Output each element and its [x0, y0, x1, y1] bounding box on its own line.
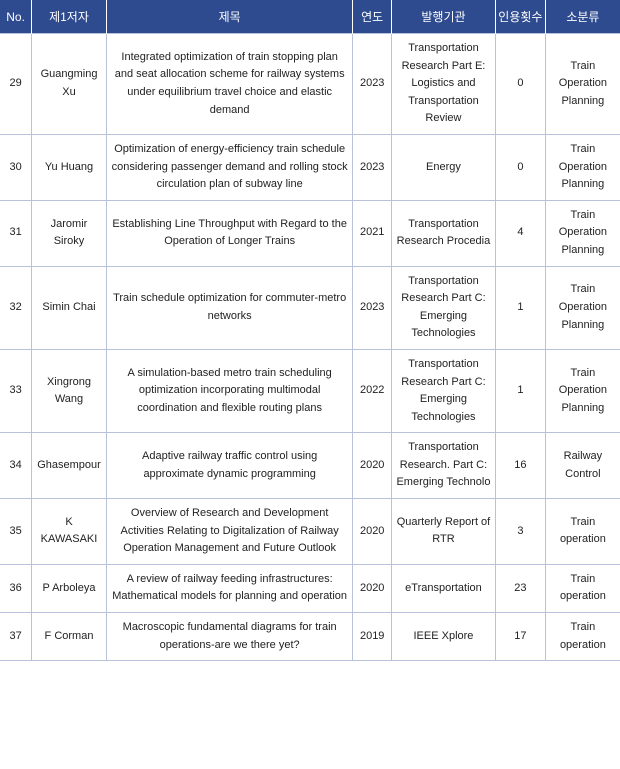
- header-author: 제1저자: [32, 0, 107, 34]
- cell-author: Yu Huang: [32, 134, 107, 200]
- cell-publisher: Quarterly Report of RTR: [391, 499, 495, 565]
- cell-year: 2023: [353, 266, 391, 349]
- table-row: 33 Xingrong Wang A simulation-based metr…: [0, 349, 620, 432]
- cell-subcat: Train Operation Planning: [545, 34, 620, 135]
- table-row: 32 Simin Chai Train schedule optimizatio…: [0, 266, 620, 349]
- header-subcat: 소분류: [545, 0, 620, 34]
- cell-no: 35: [0, 499, 32, 565]
- cell-author: Simin Chai: [32, 266, 107, 349]
- cell-year: 2020: [353, 564, 391, 612]
- cell-author: Jaromir Siroky: [32, 200, 107, 266]
- cell-subcat: Train Operation Planning: [545, 200, 620, 266]
- cell-no: 34: [0, 433, 32, 499]
- cell-year: 2023: [353, 134, 391, 200]
- table-row: 37 F Corman Macroscopic fundamental diag…: [0, 613, 620, 661]
- cell-publisher: Transportation Research Procedia: [391, 200, 495, 266]
- cell-no: 30: [0, 134, 32, 200]
- cell-author: Ghasempour: [32, 433, 107, 499]
- cell-no: 37: [0, 613, 32, 661]
- header-title: 제목: [106, 0, 353, 34]
- cell-title: Adaptive railway traffic control using a…: [106, 433, 353, 499]
- table-row: 31 Jaromir Siroky Establishing Line Thro…: [0, 200, 620, 266]
- cell-title: Integrated optimization of train stoppin…: [106, 34, 353, 135]
- cell-no: 29: [0, 34, 32, 135]
- cell-year: 2020: [353, 433, 391, 499]
- cell-title: Train schedule optimization for commuter…: [106, 266, 353, 349]
- cell-publisher: eTransportation: [391, 564, 495, 612]
- cell-year: 2019: [353, 613, 391, 661]
- header-publisher: 발행기관: [391, 0, 495, 34]
- cell-subcat: Railway Control: [545, 433, 620, 499]
- cell-citations: 1: [496, 349, 546, 432]
- cell-year: 2022: [353, 349, 391, 432]
- cell-subcat: Train Operation Planning: [545, 134, 620, 200]
- cell-publisher: Transportation Research. Part C: Emergin…: [391, 433, 495, 499]
- cell-year: 2020: [353, 499, 391, 565]
- cell-publisher: Energy: [391, 134, 495, 200]
- header-year: 연도: [353, 0, 391, 34]
- cell-author: K KAWASAKI: [32, 499, 107, 565]
- table-row: 36 P Arboleya A review of railway feedin…: [0, 564, 620, 612]
- cell-title: A simulation-based metro train schedulin…: [106, 349, 353, 432]
- cell-title: Establishing Line Throughput with Regard…: [106, 200, 353, 266]
- cell-citations: 3: [496, 499, 546, 565]
- cell-subcat: Train operation: [545, 613, 620, 661]
- cell-publisher: Transportation Research Part C: Emerging…: [391, 349, 495, 432]
- cell-citations: 0: [496, 134, 546, 200]
- cell-author: Guangming Xu: [32, 34, 107, 135]
- cell-citations: 1: [496, 266, 546, 349]
- header-citations: 인용횟수: [496, 0, 546, 34]
- cell-citations: 0: [496, 34, 546, 135]
- cell-author: P Arboleya: [32, 564, 107, 612]
- cell-year: 2023: [353, 34, 391, 135]
- cell-citations: 4: [496, 200, 546, 266]
- cell-no: 36: [0, 564, 32, 612]
- cell-no: 32: [0, 266, 32, 349]
- cell-publisher: Transportation Research Part E: Logistic…: [391, 34, 495, 135]
- cell-year: 2021: [353, 200, 391, 266]
- table-row: 30 Yu Huang Optimization of energy-effic…: [0, 134, 620, 200]
- cell-publisher: IEEE Xplore: [391, 613, 495, 661]
- papers-table: No. 제1저자 제목 연도 발행기관 인용횟수 소분류 29 Guangmin…: [0, 0, 620, 661]
- cell-subcat: Train Operation Planning: [545, 266, 620, 349]
- table-body: 29 Guangming Xu Integrated optimization …: [0, 34, 620, 661]
- cell-subcat: Train Operation Planning: [545, 349, 620, 432]
- table-row: 35 K KAWASAKI Overview of Research and D…: [0, 499, 620, 565]
- cell-title: Optimization of energy-efficiency train …: [106, 134, 353, 200]
- cell-title: A review of railway feeding infrastructu…: [106, 564, 353, 612]
- cell-subcat: Train operation: [545, 564, 620, 612]
- cell-citations: 23: [496, 564, 546, 612]
- cell-no: 33: [0, 349, 32, 432]
- cell-author: Xingrong Wang: [32, 349, 107, 432]
- cell-subcat: Train operation: [545, 499, 620, 565]
- cell-citations: 16: [496, 433, 546, 499]
- cell-citations: 17: [496, 613, 546, 661]
- table-header-row: No. 제1저자 제목 연도 발행기관 인용횟수 소분류: [0, 0, 620, 34]
- cell-title: Macroscopic fundamental diagrams for tra…: [106, 613, 353, 661]
- cell-author: F Corman: [32, 613, 107, 661]
- header-no: No.: [0, 0, 32, 34]
- table-row: 34 Ghasempour Adaptive railway traffic c…: [0, 433, 620, 499]
- cell-no: 31: [0, 200, 32, 266]
- cell-title: Overview of Research and Development Act…: [106, 499, 353, 565]
- table-row: 29 Guangming Xu Integrated optimization …: [0, 34, 620, 135]
- cell-publisher: Transportation Research Part C: Emerging…: [391, 266, 495, 349]
